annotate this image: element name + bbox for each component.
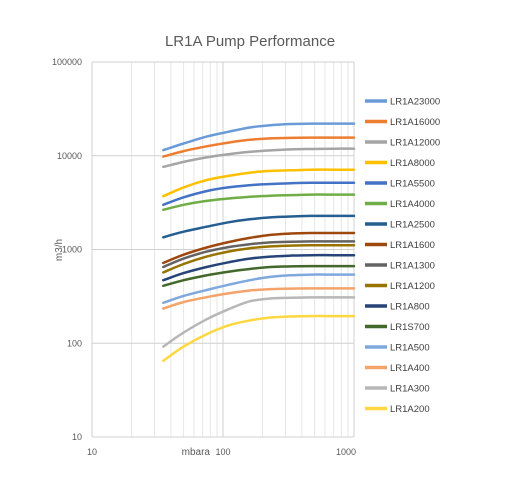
y-tick-label: 10	[72, 432, 82, 442]
series-line-lr1a2500	[162, 214, 356, 239]
legend-label: LR1A200	[390, 404, 430, 415]
legend-label: LR1A1600	[390, 240, 435, 251]
series-line-lr1a400	[162, 287, 356, 310]
series-line-lr1a8000	[162, 168, 356, 198]
chart-title: LR1A Pump Performance	[165, 33, 335, 50]
y-axis-label: m3/h	[54, 239, 65, 261]
y-tick-label: 10000	[57, 151, 82, 161]
legend-label: LR1A5500	[390, 179, 435, 190]
series-line-lr1a23000	[162, 122, 356, 152]
series-line-lr1s700	[162, 264, 356, 288]
x-tick-label: 10	[87, 447, 97, 457]
legend-label: LR1A400	[390, 363, 430, 374]
series-line-lr1a1600	[162, 231, 356, 265]
legend-label: LR1A800	[390, 302, 430, 313]
legend-label: LR1A8000	[390, 158, 435, 169]
series-line-lr1a500	[162, 273, 356, 305]
y-tick-label: 100	[67, 338, 82, 348]
legend-label: LR1A12000	[390, 138, 440, 149]
legend-label: LR1A500	[390, 343, 430, 354]
y-tick-label: 100000	[52, 57, 82, 67]
legend-label: LR1A16000	[390, 117, 440, 128]
legend-label: LR1A4000	[390, 199, 435, 210]
legend-label: LR1A300	[390, 384, 430, 395]
y-axis-ticks: 10 100 1000 10000 100000	[52, 57, 82, 442]
legend-label: LR1A23000	[390, 97, 440, 108]
legend-label: LR1A1300	[390, 261, 435, 272]
x-axis-ticks: 10 100 1000	[87, 447, 356, 457]
series-line-lr1a16000	[162, 136, 356, 158]
series-line-lr1a1200	[162, 244, 356, 274]
legend-label: LR1A2500	[390, 220, 435, 231]
series-line-lr1a12000	[162, 147, 356, 169]
x-tick-label: 100	[215, 447, 230, 457]
grid	[91, 61, 355, 438]
series-line-lr1a800	[162, 253, 356, 282]
series-line-lr1a5500	[162, 181, 356, 207]
series-lines	[162, 122, 356, 363]
series-line-lr1a300	[162, 296, 356, 348]
series-line-lr1a1300	[162, 240, 356, 269]
x-axis-label: mbara	[182, 447, 211, 458]
x-tick-label: 1000	[336, 447, 356, 457]
legend: LR1A23000 LR1A16000 LR1A12000 LR1A8000 LR1A5…	[365, 97, 440, 415]
series-line-lr1a4000	[162, 193, 356, 212]
y-tick-label: 1000	[62, 245, 82, 255]
series-line-lr1a200	[162, 314, 356, 363]
legend-label: LR1A1200	[390, 281, 435, 292]
legend-label: LR1S700	[390, 322, 430, 333]
